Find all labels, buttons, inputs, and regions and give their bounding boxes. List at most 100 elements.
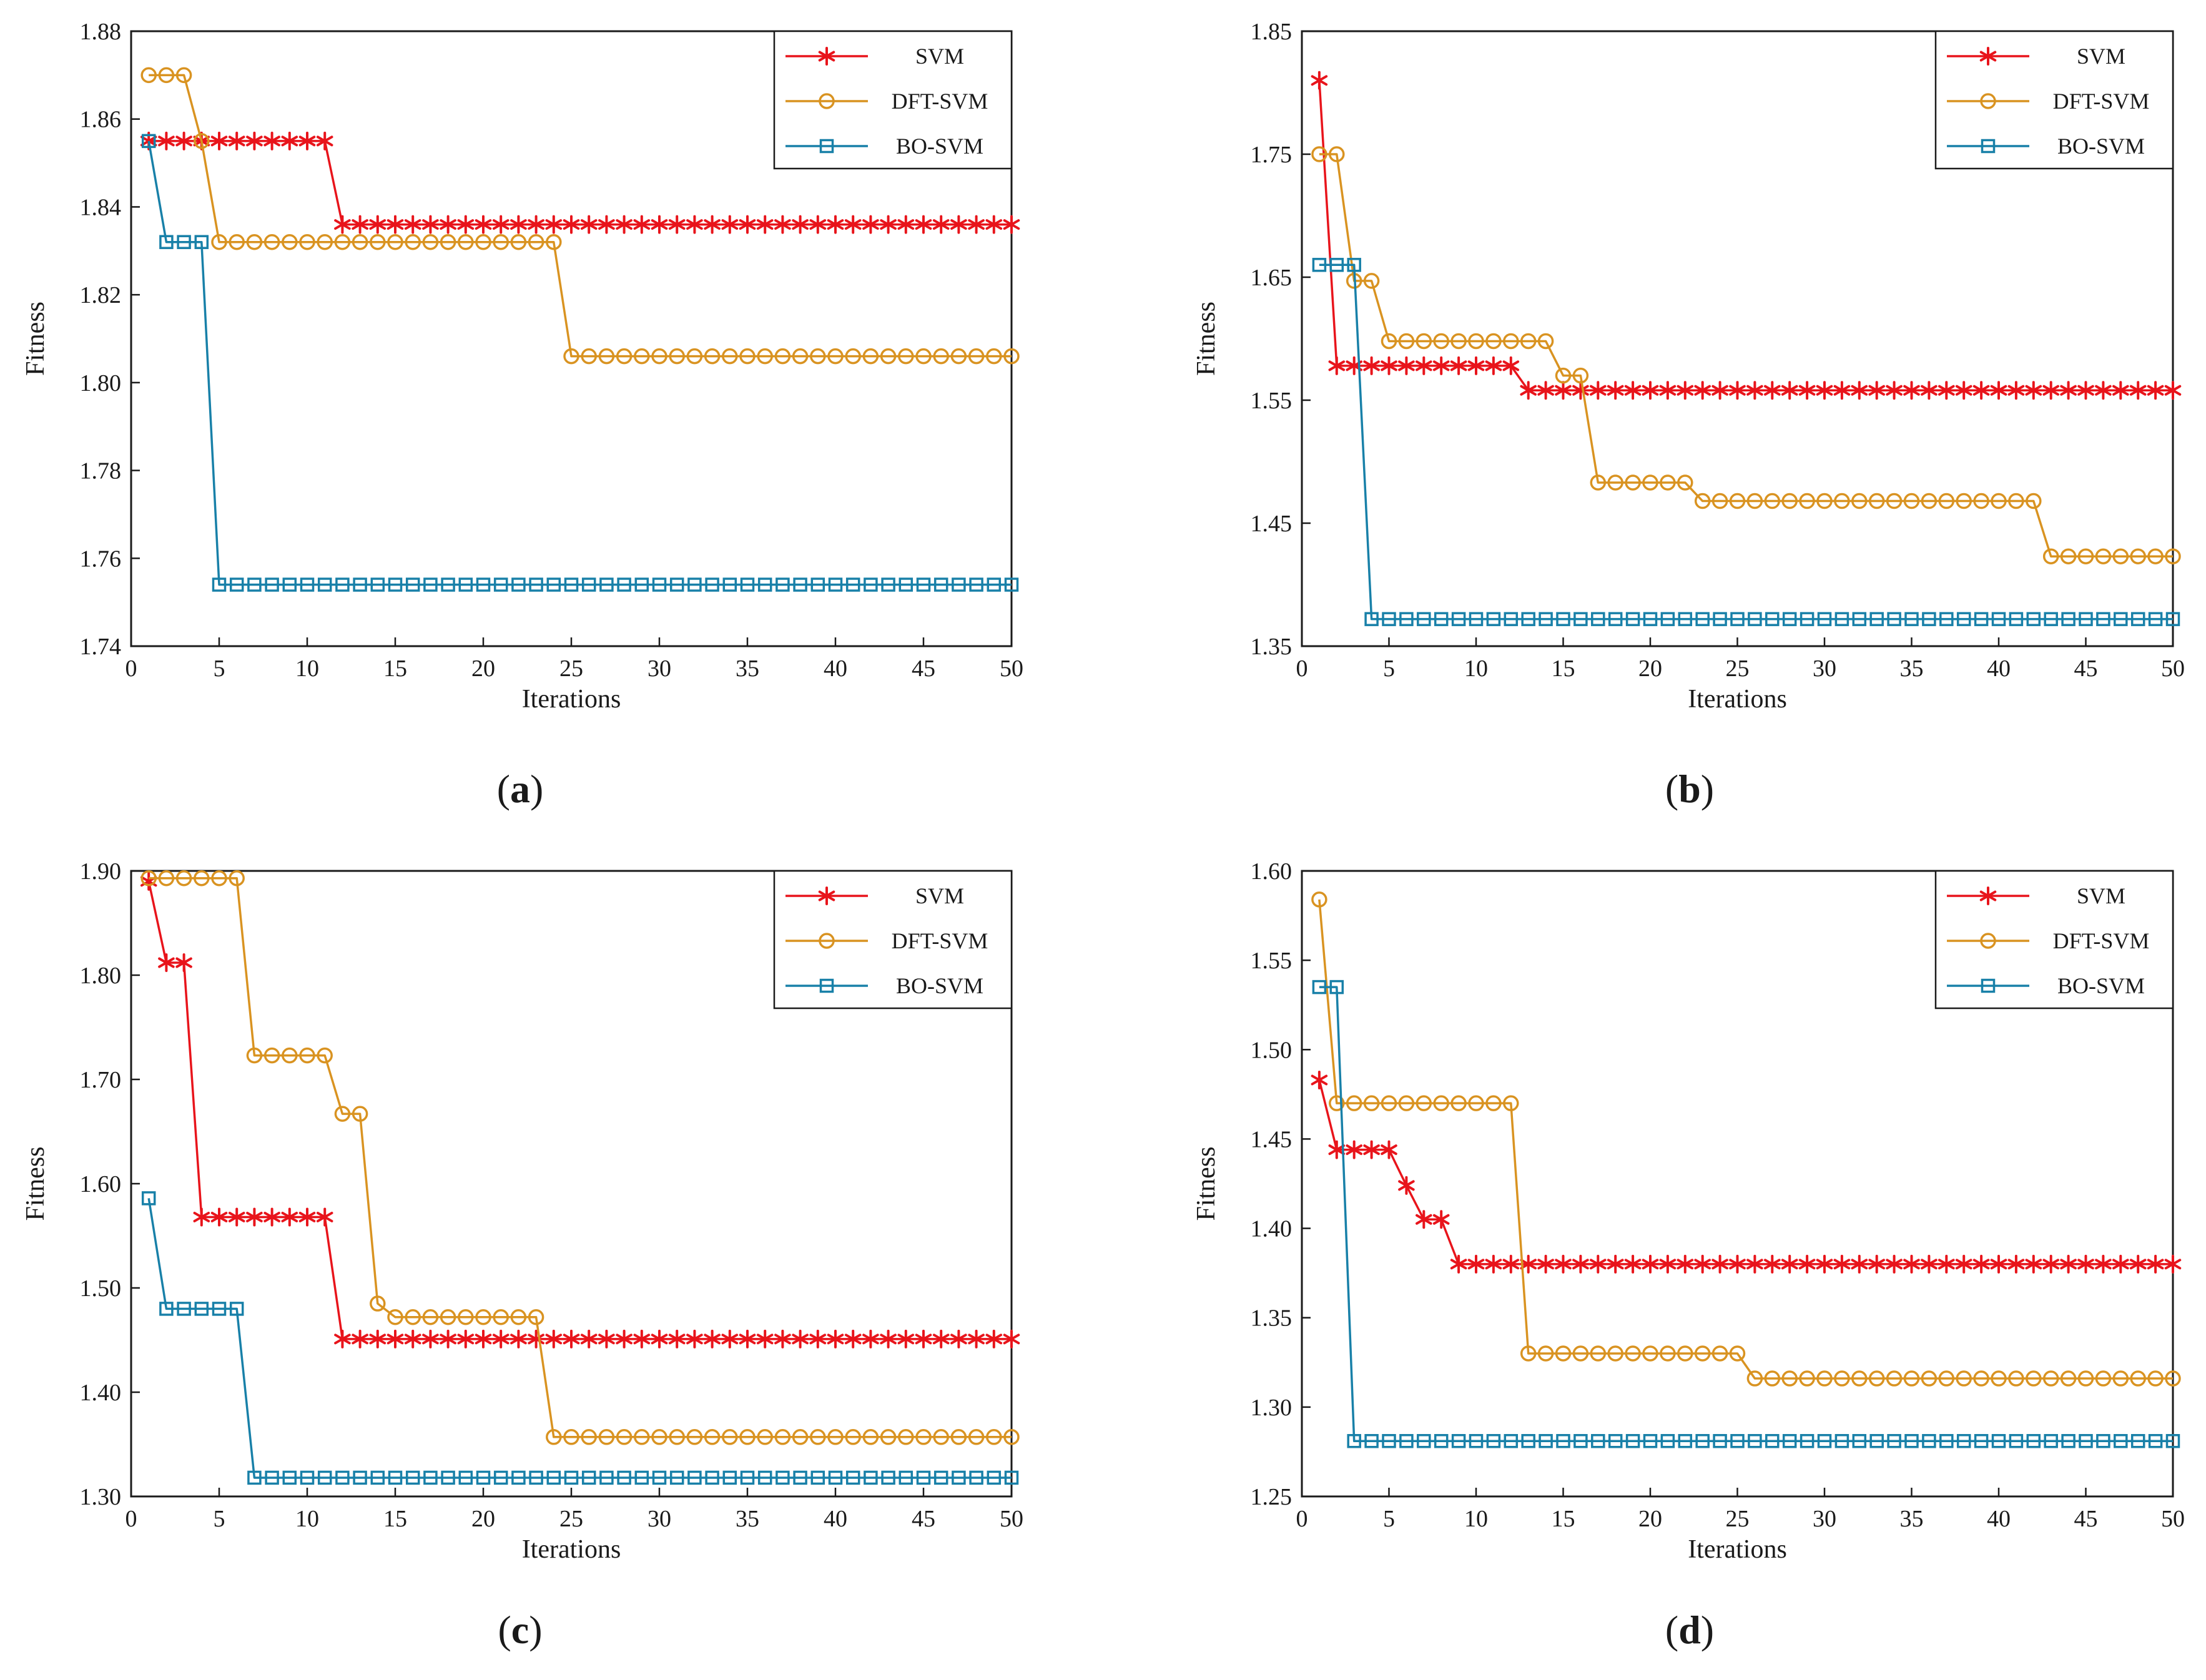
chart-c-series-svm-point <box>210 1207 228 1227</box>
chart-d-series-svm-point <box>1972 1254 1990 1274</box>
chart-b-x-tick-label: 50 <box>2161 656 2185 682</box>
chart-c-series-svm-point <box>263 1207 280 1227</box>
chart-c-series-svm-point <box>686 1329 703 1348</box>
chart-b-legend-entry-svm-label: SVM <box>2077 44 2125 69</box>
chart-d-series-dft-svm-point <box>2026 1370 2042 1387</box>
chart-a-series-bo-svm-point <box>546 577 561 592</box>
chart-d-series-dft-svm-point <box>1799 1370 1815 1387</box>
chart-a-series-bo-svm-point <box>952 577 966 592</box>
chart-b-series-svm <box>1311 71 2182 400</box>
chart-a-series-bo-svm-point <box>581 577 596 592</box>
chart-c-series-bo-svm-point <box>810 1470 825 1485</box>
chart-a-series-dft-svm-point <box>774 348 791 365</box>
chart-a-x-axis-label: Iterations <box>522 685 621 714</box>
chart-c-y-tick-label: 1.90 <box>80 858 122 885</box>
chart-a-x-tick-label: 15 <box>383 656 407 682</box>
chart-a-series-svm-point <box>774 215 791 234</box>
chart-c-series-svm-point <box>193 1207 210 1227</box>
chart-d-series-bo-svm-point <box>1382 1434 1396 1448</box>
chart-c-series-dft-svm-point <box>880 1429 897 1445</box>
chart-d-series-svm-point <box>1502 1254 1520 1274</box>
chart-a-series-dft-svm-point <box>986 348 1002 365</box>
chart-a-series-bo-svm-point <box>529 577 543 592</box>
chart-a-series-dft-svm-point <box>140 67 157 84</box>
chart-a-series-svm-point <box>985 215 1003 234</box>
chart-a-series-bo-svm-point <box>405 577 420 592</box>
chart-d-legend-entry-bo-svm-label: BO-SVM <box>2057 973 2145 998</box>
chart-a-series-dft-svm-point <box>563 348 579 365</box>
chart-b-series-bo-svm-point <box>1817 612 1832 626</box>
chart-b-legend-entry-dft-svm-marker <box>1980 93 1996 109</box>
chart-b-series-bo-svm-point <box>1887 612 1901 626</box>
chart-b-series-bo-svm-point <box>1869 612 1884 626</box>
chart-c-series-svm-point <box>844 1329 862 1348</box>
chart-d-x-tick-label: 50 <box>2161 1506 2185 1532</box>
chart-a-series-dft-svm-point <box>827 348 844 365</box>
chart-d-series-dft-svm-point <box>1346 1095 1362 1111</box>
chart-d-legend: SVM DFT-SVM BO-SVM <box>1934 870 2174 1009</box>
chart-d-x-tick-label: 40 <box>1987 1506 2011 1532</box>
chart-b-series-dft-svm-point <box>1973 493 1989 509</box>
chart-b-x-tick-label: 25 <box>1726 656 1750 682</box>
chart-a-legend-entry-bo-svm-label: BO-SVM <box>896 134 983 159</box>
chart-a-series-svm-point <box>369 215 387 234</box>
chart-c-legend-entry-dft-svm-label: DFT-SVM <box>892 928 988 953</box>
chart-c-series-svm-point <box>704 1329 721 1348</box>
chart-d-series-dft-svm-point <box>1903 1370 1920 1387</box>
chart-b-series-svm-point <box>1432 356 1450 375</box>
chart-b-caption: (b) <box>1665 767 1714 811</box>
chart-d-series-svm-point <box>1590 1254 1607 1274</box>
chart-c-series-bo-svm <box>141 1191 1019 1485</box>
chart-b-series-dft-svm-point <box>1625 474 1641 491</box>
chart-a-series-bo-svm-point <box>476 577 491 592</box>
chart-a-series-bo-svm-point <box>353 577 367 592</box>
chart-a-series-svm-point <box>316 131 333 150</box>
chart-a-series-dft-svm-point <box>669 348 685 365</box>
chart-b-series-dft-svm-point <box>1677 474 1693 491</box>
chart-c-series-dft-svm-point <box>440 1309 456 1325</box>
chart-d-y-tick-label: 1.55 <box>1251 948 1293 974</box>
chart-a-series-svm-point <box>756 215 774 234</box>
chart-d-y-tick-label: 1.45 <box>1251 1126 1293 1152</box>
chart-c-series-svm-point <box>475 1329 492 1348</box>
chart-d-series-dft-svm-point <box>1520 1345 1537 1362</box>
chart-d-x-tick-label: 5 <box>1383 1506 1395 1532</box>
chart-a-legend-entry-bo-svm-marker <box>819 139 834 154</box>
chart-b-series-svm-point <box>1520 381 1537 400</box>
chart-b-series-bo-svm-point <box>1486 612 1501 626</box>
chart-a-series-svm-point <box>792 215 809 234</box>
chart-b-series-dft-svm-point <box>1886 493 1903 509</box>
chart-b-series-svm-point <box>1694 381 1711 400</box>
chart-c-series-svm-point <box>668 1329 686 1348</box>
chart-b-series-bo-svm-point <box>2114 612 2128 626</box>
chart-a-series-svm-point <box>457 215 475 234</box>
chart-b-series-bo-svm-point <box>1417 612 1431 626</box>
chart-a-series-bo-svm-point <box>757 577 772 592</box>
chart-c-legend-entry-dft-svm-marker <box>819 933 835 949</box>
chart-c-series-bo-svm-point <box>511 1470 526 1485</box>
chart-c-series-bo-svm-point <box>952 1470 966 1485</box>
chart-b-series-dft-svm-point <box>1572 367 1589 384</box>
chart-b-series-bo-svm-point <box>1591 612 1605 626</box>
chart-a-y-tick-label: 1.82 <box>80 282 122 308</box>
chart-a-series-dft-svm <box>140 67 1020 365</box>
chart-a-series-bo-svm-point <box>652 577 667 592</box>
chart-b-y-tick-label: 1.75 <box>1251 142 1293 168</box>
chart-b-series-svm-point <box>1764 381 1781 400</box>
chart-a-series-svm-line <box>149 140 1012 226</box>
chart-a-series-bo-svm-point <box>493 577 508 592</box>
chart-a-series-dft-svm-point <box>598 348 615 365</box>
chart-d-series-bo-svm-point <box>1364 1434 1379 1448</box>
chart-a-series-dft-svm-point <box>792 348 809 365</box>
chart-a-series-svm-point <box>545 215 563 234</box>
chart-d-series-bo-svm <box>1312 980 2180 1448</box>
chart-d-series-svm-point <box>2042 1254 2059 1274</box>
chart-c-series-bo-svm-point <box>757 1470 772 1485</box>
chart-b-series-bo-svm-point <box>2009 612 2024 626</box>
chart-d-series-dft-svm-point <box>1329 1095 1345 1111</box>
chart-a-y-tick-label: 1.78 <box>80 458 122 484</box>
chart-a-y-tick-label: 1.80 <box>80 370 122 396</box>
chart-b-series-bo-svm-point <box>1504 612 1519 626</box>
chart-a-series-bo-svm-point <box>1004 577 1019 592</box>
chart-a-series-bo-svm-point <box>599 577 614 592</box>
